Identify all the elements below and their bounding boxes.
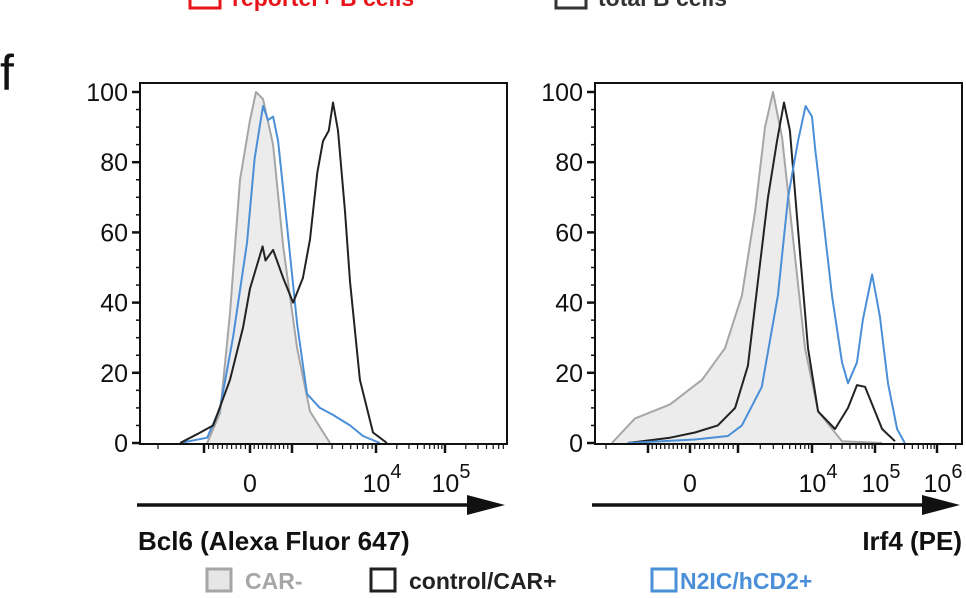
- series-line-n2ic-hcd2-: [179, 105, 381, 444]
- x-tick-label-base: 10: [363, 470, 391, 498]
- x-tick-label-base: 10: [862, 470, 890, 498]
- x-tick-label-exponent: 5: [459, 461, 470, 483]
- x-tick-label: 106: [924, 461, 963, 498]
- y-tick-label: 20: [555, 360, 583, 388]
- series-fill-car-: [207, 92, 330, 443]
- y-tick-label: 40: [555, 290, 583, 318]
- x-tick-label-base: 10: [432, 470, 460, 498]
- legend-swatch-control: [369, 567, 397, 593]
- y-tick-label: 60: [100, 219, 128, 247]
- x-tick-label: 105: [432, 461, 471, 498]
- y-tick-label: 100: [86, 79, 128, 107]
- y-tick-label: 100: [541, 79, 583, 107]
- legend-label-car-neg: CAR-: [245, 568, 303, 594]
- y-tick-label: 40: [100, 290, 128, 318]
- series-line-control-car-: [627, 101, 896, 444]
- legend: CAR- control/CAR+ N2IC/hCD2+: [205, 567, 812, 594]
- legend-label-reporter: reporter+ B cells: [232, 0, 414, 11]
- plot-frame: [139, 82, 508, 445]
- series-line-n2ic-hcd2-: [627, 105, 906, 444]
- x-axis-title-irf4: Irf4 (PE): [862, 526, 962, 556]
- legend-swatch-car-neg: [205, 567, 233, 593]
- legend-swatch-reporter: [188, 0, 222, 10]
- legend-label-control: control/CAR+: [409, 568, 557, 594]
- x-tick-label-base: 10: [799, 470, 827, 498]
- x-tick-label-exponent: 5: [889, 461, 900, 483]
- series-line-control-car-: [179, 101, 388, 444]
- x-tick-label: 0: [683, 470, 697, 498]
- x-tick-label-base: 0: [243, 470, 257, 498]
- legend-label-n2ic: N2IC/hCD2+: [680, 568, 812, 594]
- x-tick-label-exponent: 4: [826, 461, 837, 483]
- x-tick-label: 0: [243, 470, 257, 498]
- plot-frame: [594, 82, 963, 445]
- x-tick-label-base: 10: [924, 470, 952, 498]
- x-axis-arrowhead-icon: [922, 495, 960, 515]
- y-tick-label: 0: [114, 430, 128, 458]
- legend-swatch-total: [554, 0, 588, 10]
- x-tick-label-exponent: 6: [951, 461, 962, 483]
- x-tick-label: 104: [799, 461, 838, 498]
- x-tick-label-exponent: 4: [390, 461, 401, 483]
- y-tick-label: 20: [100, 360, 128, 388]
- y-tick-label: 80: [555, 149, 583, 177]
- y-tick-label: 80: [100, 149, 128, 177]
- x-axis-title-bcl6: Bcl6 (Alexa Fluor 647): [138, 526, 410, 556]
- series-line-car-: [206, 91, 331, 444]
- legend-swatch-n2ic: [650, 567, 678, 593]
- y-tick-label: 0: [569, 430, 583, 458]
- x-tick-label: 104: [363, 461, 402, 498]
- panel-label: f: [0, 45, 14, 101]
- legend-label-total: total B cells: [598, 0, 727, 11]
- x-tick-label-base: 0: [683, 470, 697, 498]
- top-legend: reporter+ B cells total B cells: [188, 0, 727, 11]
- y-tick-label: 60: [555, 219, 583, 247]
- x-tick-label: 105: [862, 461, 901, 498]
- x-axis-arrowhead-icon: [467, 495, 505, 515]
